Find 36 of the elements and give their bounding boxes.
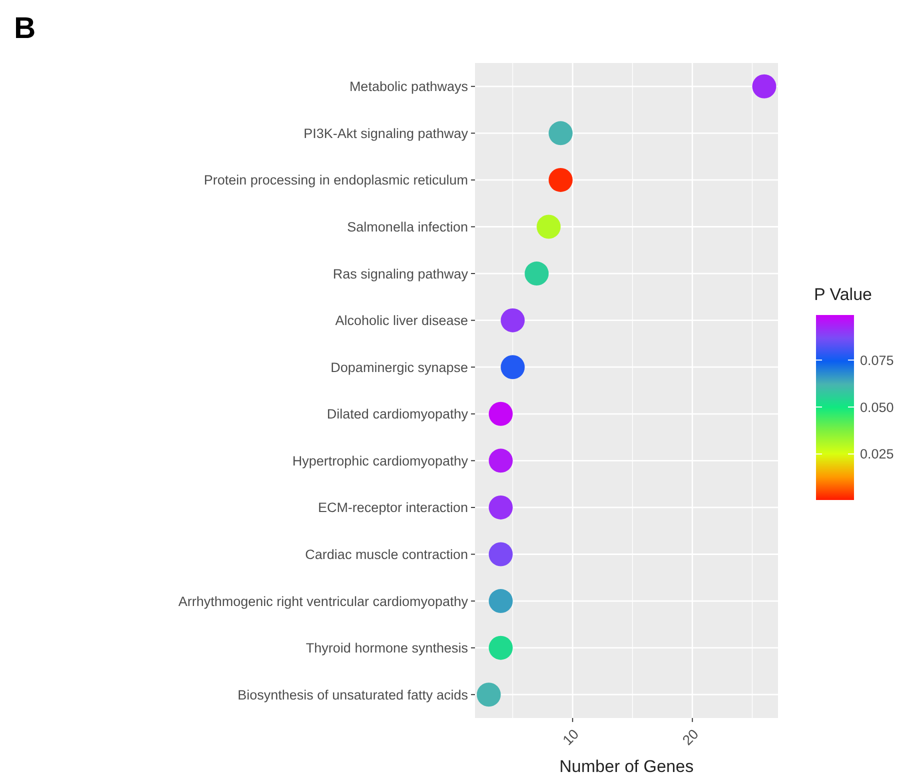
y-tick-label: Arrhythmogenic right ventricular cardiomyopathy [178, 594, 468, 609]
y-tick-label: Alcoholic liver disease [335, 313, 468, 328]
y-tick-label: Hypertrophic cardiomyopathy [292, 453, 468, 468]
point [500, 355, 525, 380]
point [488, 448, 513, 473]
y-tick-label: Protein processing in endoplasmic reticulum [204, 172, 468, 188]
point [548, 168, 573, 192]
point [548, 121, 573, 146]
point [488, 636, 513, 660]
point [488, 589, 513, 614]
color-bar-label: 0.025 [860, 446, 894, 462]
y-tick-label: Ras signaling pathway [332, 266, 468, 282]
x-tick-label: 20 [679, 726, 702, 748]
point [488, 542, 513, 566]
y-tick-label: Thyroid hormone synthesis [306, 640, 468, 656]
color-bar-label: 0.075 [860, 352, 894, 368]
color-bar-title: P Value [814, 285, 872, 304]
point [752, 74, 776, 98]
y-tick-label: Salmonella infection [347, 219, 468, 234]
y-tick-label: PI3K-Akt signaling pathway [304, 126, 468, 141]
point [488, 402, 513, 426]
x-axis-title: Number of Genes [559, 757, 694, 776]
text: B [14, 12, 36, 45]
y-tick-label: Biosynthesis of unsaturated fatty acids [238, 687, 468, 702]
point [536, 214, 561, 239]
y-tick-label: Metabolic pathways [349, 79, 468, 94]
y-tick-label: Dilated cardiomyopathy [326, 406, 468, 422]
color-bar-label: 0.050 [860, 400, 894, 415]
point [476, 682, 501, 707]
point [500, 308, 525, 332]
x-tick-label: 10 [559, 726, 582, 748]
y-tick-label: Cardiac muscle contraction [305, 546, 468, 562]
point [524, 262, 549, 286]
y-tick-label: Dopaminergic synapse [330, 360, 468, 375]
y-tick-label: ECM-receptor interaction [318, 500, 468, 516]
point [488, 495, 513, 520]
